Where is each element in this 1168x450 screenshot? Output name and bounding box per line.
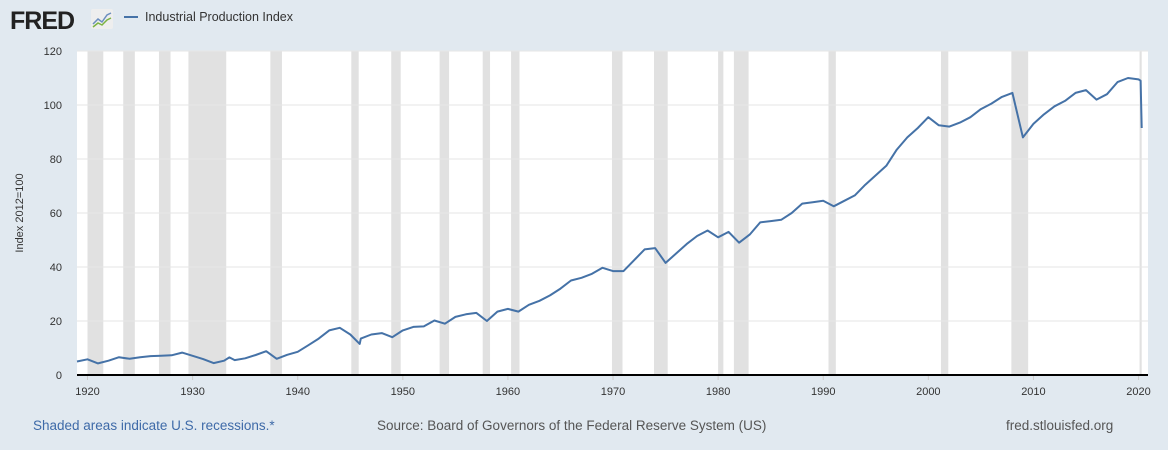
legend-label: Industrial Production Index	[145, 10, 294, 24]
x-tick-label: 1970	[601, 386, 625, 398]
x-tick-label: 1940	[285, 386, 309, 398]
legend-swatch	[124, 16, 138, 18]
y-tick-label: 0	[56, 370, 62, 382]
x-tick-label: 1950	[391, 386, 415, 398]
chart-logo-icon	[91, 9, 113, 29]
recession-note[interactable]: Shaded areas indicate U.S. recessions.*	[33, 418, 275, 433]
x-tick-label: 1980	[706, 386, 730, 398]
y-tick-label: 60	[50, 208, 62, 220]
legend-item[interactable]: Industrial Production Index	[124, 10, 293, 24]
x-tick-label: 1990	[811, 386, 835, 398]
y-tick-label: 120	[44, 46, 62, 58]
x-tick-label: 2000	[916, 386, 940, 398]
x-tick-label: 1960	[496, 386, 520, 398]
x-tick-label: 2020	[1126, 386, 1150, 398]
y-tick-label: 20	[50, 316, 62, 328]
fred-url-link[interactable]: fred.stlouisfed.org	[1006, 418, 1114, 433]
y-tick-label: 80	[50, 154, 62, 166]
fred-logo[interactable]: FRED	[10, 7, 75, 35]
x-tick-label: 1930	[180, 386, 204, 398]
y-tick-label: 100	[44, 100, 62, 112]
x-tick-label: 1920	[75, 386, 99, 398]
source-text: Source: Board of Governors of the Federa…	[377, 418, 767, 433]
y-axis-label: Index 2012=100	[14, 173, 26, 252]
x-tick-label: 2010	[1021, 386, 1045, 398]
series-line-industrial-production	[76, 77, 1143, 365]
y-tick-label: 40	[50, 262, 62, 274]
